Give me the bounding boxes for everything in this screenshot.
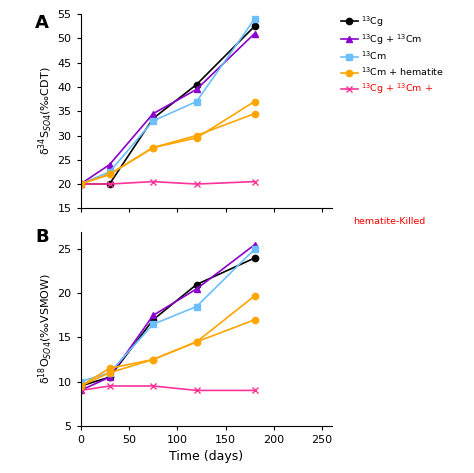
Legend: $^{13}$Cg, $^{13}$Cg + $^{13}$Cm, $^{13}$Cm, $^{13}$Cm + hematite, $^{13}$Cg + $: $^{13}$Cg, $^{13}$Cg + $^{13}$Cm, $^{13}… <box>337 10 448 100</box>
Text: B: B <box>36 228 49 245</box>
X-axis label: Time (days): Time (days) <box>169 450 243 463</box>
Text: A: A <box>36 14 49 32</box>
Text: hematite-Killed: hematite-Killed <box>353 217 425 226</box>
Y-axis label: δ$^{18}$O$_{SO4}$(‰VSMOW): δ$^{18}$O$_{SO4}$(‰VSMOW) <box>36 273 55 384</box>
Y-axis label: δ$^{34}$S$_{SO4}$(‰CDT): δ$^{34}$S$_{SO4}$(‰CDT) <box>36 67 55 156</box>
